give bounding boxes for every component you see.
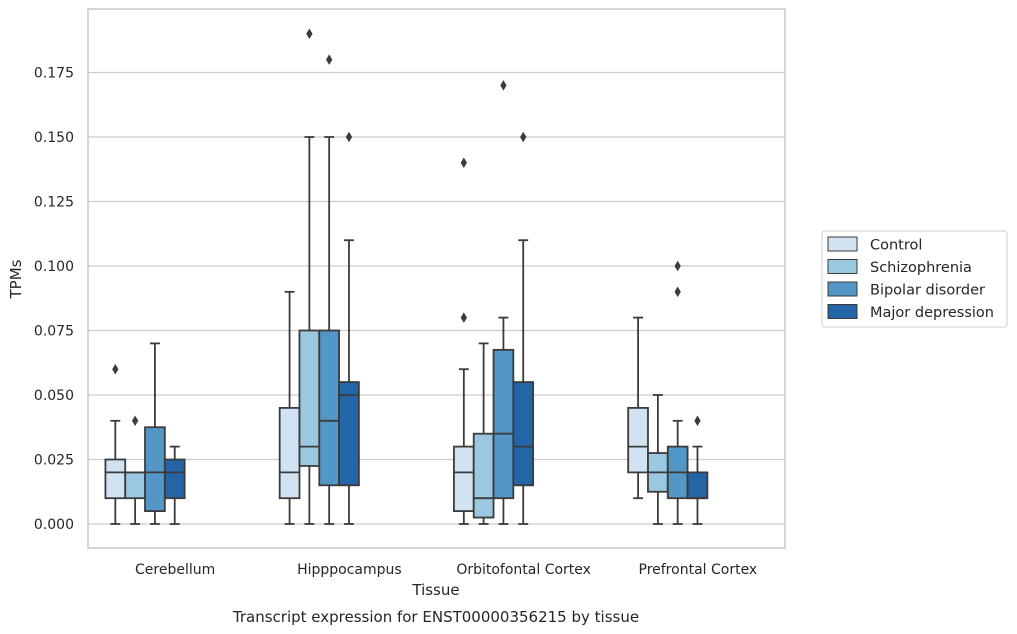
y-axis-label: TPMs	[7, 259, 25, 299]
legend-swatch	[827, 259, 858, 274]
x-tick-label: Prefrontal Cortex	[639, 562, 758, 578]
iqr-box	[104, 458, 127, 500]
x-tick-labels: Cerebellum Hipppocampus Orbitofontal Corte…	[135, 562, 757, 578]
legend-swatch	[827, 281, 858, 297]
outlier-marker	[326, 54, 333, 65]
outlier-marker	[460, 157, 467, 169]
iqr-box	[278, 406, 301, 500]
legend-swatch	[827, 236, 858, 252]
y-tick-label: 0.150	[34, 130, 74, 146]
iqr-box	[144, 426, 166, 512]
box-schizophrenia	[472, 342, 495, 525]
iqr-box	[512, 381, 535, 487]
outlier-marker	[674, 260, 681, 272]
legend-label: Bipolar disorder	[870, 283, 985, 299]
outlier-marker	[460, 312, 467, 323]
box-major-depression	[163, 445, 186, 525]
x-axis-label: Tissue	[411, 581, 459, 599]
y-tick-label: 0.050	[34, 388, 74, 404]
iqr-box	[163, 458, 186, 500]
chart-caption: Transcript expression for ENST0000035621…	[232, 608, 639, 626]
box-schizophrenia	[298, 28, 321, 525]
box-control	[104, 363, 127, 525]
legend-swatch	[827, 304, 858, 319]
iqr-box	[686, 471, 709, 500]
legend: Control Schizophrenia Bipolar disorder Majo…	[821, 230, 1008, 328]
iqr-box	[124, 471, 146, 500]
legend-label: Control	[870, 238, 922, 254]
box-major-depression	[512, 131, 535, 525]
iqr-box	[453, 445, 475, 513]
box-major-depression	[338, 131, 360, 525]
iqr-box	[492, 348, 515, 500]
iqr-box	[627, 406, 649, 474]
box-control	[278, 290, 301, 525]
box-control	[627, 316, 649, 500]
box-control	[453, 157, 475, 525]
iqr-box	[338, 381, 360, 487]
outlier-marker	[674, 286, 681, 298]
y-tick-label: 0.175	[34, 66, 74, 82]
iqr-box	[298, 329, 321, 467]
outlier-marker	[500, 80, 507, 91]
box-bipolar-disorder	[666, 260, 689, 525]
y-tick-labels: 0.000 0.025 0.050 0.075 0.100 0.125 0.150 0.175	[34, 66, 74, 534]
y-tick-label: 0.100	[34, 259, 74, 275]
outlier-marker	[112, 363, 119, 375]
outlier-marker	[345, 131, 353, 143]
box-bipolar-disorder	[492, 80, 515, 525]
box-groups	[104, 28, 709, 525]
outlier-marker	[131, 415, 139, 427]
legend-label: Schizophrenia	[870, 260, 972, 276]
box-bipolar-disorder	[318, 54, 340, 525]
box-major-depression	[686, 415, 709, 525]
legend-frame	[821, 230, 1008, 328]
x-tick-label: Cerebellum	[135, 562, 215, 578]
box-bipolar-disorder	[144, 342, 166, 525]
iqr-box	[318, 329, 340, 487]
y-tick-label: 0.075	[34, 324, 74, 340]
iqr-box	[472, 432, 495, 519]
outlier-marker	[306, 28, 313, 40]
legend-label: Major depression	[870, 305, 994, 321]
y-tick-label: 0.025	[34, 453, 74, 469]
x-tick-label: Hipppocampus	[297, 562, 402, 578]
y-tick-label: 0.000	[34, 517, 74, 533]
y-tick-label: 0.125	[34, 195, 74, 211]
x-tick-label: Orbitofontal Cortex	[456, 562, 591, 578]
legend-items: Control Schizophrenia Bipolar disorder Majo…	[827, 236, 994, 321]
outlier-marker	[694, 415, 701, 427]
outlier-marker	[520, 131, 527, 143]
